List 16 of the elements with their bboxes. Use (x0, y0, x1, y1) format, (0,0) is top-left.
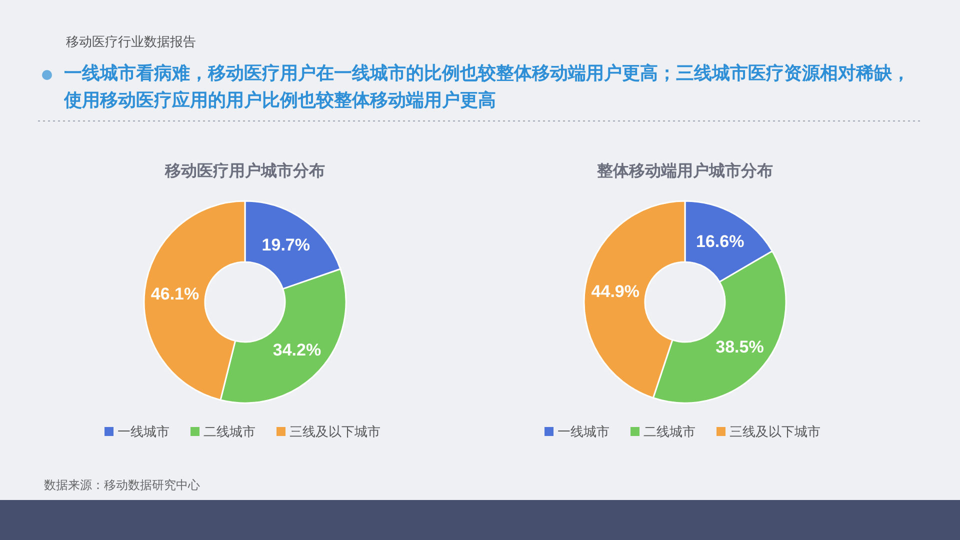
legend-label: 三线及以下城市 (730, 424, 820, 439)
legend-label: 二线城市 (204, 424, 256, 439)
data-label: 19.7% (262, 236, 310, 255)
data-label: 38.5% (716, 337, 764, 356)
data-label: 34.2% (272, 340, 322, 360)
legend-label: 三线及以下城市 (290, 424, 380, 439)
data-label: 44.9% (591, 282, 640, 301)
data-label: 16.6% (696, 232, 744, 251)
legend-label: 二线城市 (644, 424, 696, 439)
legend-label: 一线城市 (118, 424, 170, 439)
data-label: 46.1% (150, 284, 200, 304)
chart-title: 整体移动端用户城市分布 (596, 162, 773, 180)
source-note: 数据来源：移动数据研究中心 (44, 478, 200, 492)
text: 移动医疗行业数据报告 (66, 34, 196, 49)
legend-label: 一线城市 (558, 424, 610, 439)
chart-title: 移动医疗用户城市分布 (164, 162, 325, 180)
